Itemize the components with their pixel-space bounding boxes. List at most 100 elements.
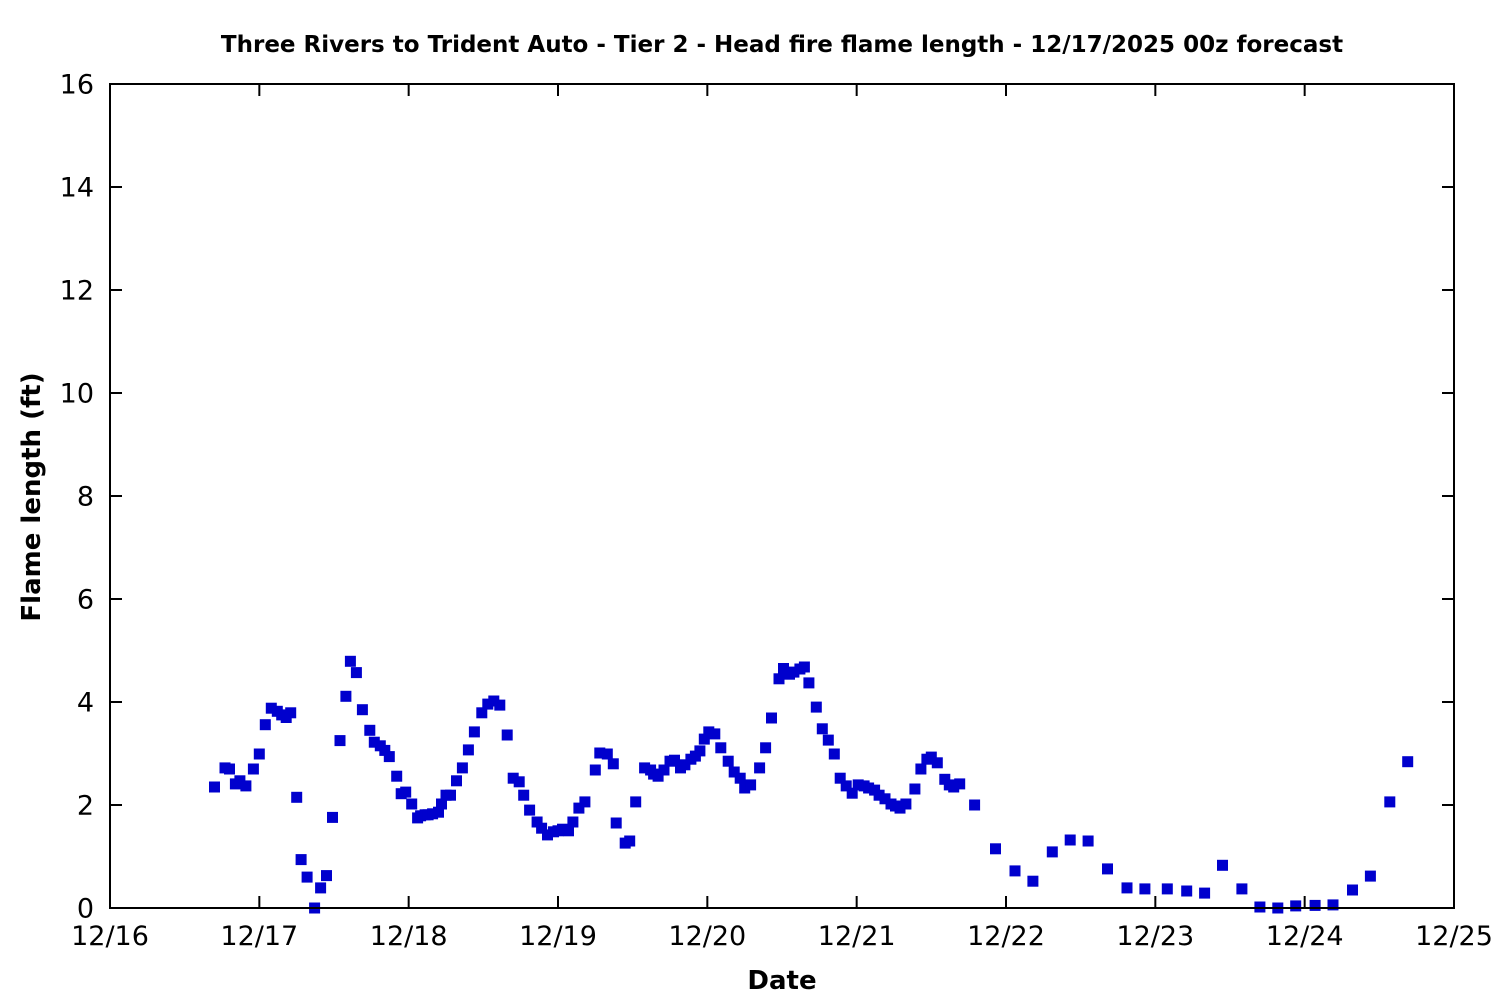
data-point <box>694 745 706 757</box>
data-point <box>383 751 395 763</box>
data-point <box>728 766 740 778</box>
data-point <box>925 751 937 763</box>
data-point <box>350 667 362 679</box>
data-point <box>652 770 664 782</box>
data-point <box>669 754 680 766</box>
data-point <box>379 744 391 756</box>
data-point <box>1402 756 1414 768</box>
data-point <box>494 699 506 711</box>
plot-border-layer <box>109 83 1455 909</box>
x-tick-label: 12/17 <box>220 921 298 952</box>
data-point <box>579 796 591 808</box>
data-point <box>1347 884 1358 896</box>
data-point <box>291 791 303 803</box>
y-tick-label: 16 <box>60 70 94 101</box>
x-axis-label: Date <box>747 966 816 996</box>
data-point <box>1199 887 1211 899</box>
plot-border <box>109 83 1455 909</box>
data-point <box>368 736 380 748</box>
data-points-layer <box>209 655 1414 914</box>
data-point <box>406 798 418 810</box>
chart-title: Three Rivers to Trident Auto - Tier 2 - … <box>221 32 1343 58</box>
data-point <box>1364 870 1376 882</box>
data-point <box>1082 835 1094 847</box>
data-point <box>364 724 376 736</box>
data-point <box>722 755 734 767</box>
y-tick-labels-layer: 0 2 4 6 8 10 12 14 16 <box>60 70 94 925</box>
data-point <box>589 764 601 776</box>
data-point <box>542 829 553 841</box>
data-point <box>265 702 277 714</box>
data-point <box>501 729 513 741</box>
data-point <box>285 707 297 719</box>
y-tick-label: 8 <box>77 482 94 513</box>
data-point <box>658 764 670 776</box>
data-point <box>247 763 259 775</box>
data-point <box>315 882 327 894</box>
data-point <box>1027 875 1039 887</box>
data-point <box>873 789 885 801</box>
data-point <box>1064 834 1076 846</box>
data-point <box>840 780 852 792</box>
data-point <box>879 793 891 805</box>
data-point <box>822 734 834 746</box>
data-point <box>834 772 846 784</box>
data-point <box>715 742 727 754</box>
data-point <box>915 763 927 775</box>
y-tick-label: 12 <box>60 276 94 307</box>
data-point <box>488 695 500 707</box>
data-point <box>909 783 921 795</box>
data-point <box>990 843 1001 855</box>
data-point <box>607 758 619 770</box>
data-point <box>259 719 271 731</box>
data-point <box>863 782 875 794</box>
data-point <box>301 871 313 883</box>
data-point <box>739 782 751 794</box>
data-point <box>1009 865 1021 877</box>
data-point <box>766 712 777 724</box>
data-point <box>334 735 346 747</box>
data-point <box>1290 900 1302 912</box>
data-point <box>340 690 352 702</box>
y-axis-label: Flame length (ft) <box>17 372 47 621</box>
data-point <box>816 723 828 735</box>
data-point <box>734 772 746 784</box>
data-point <box>476 707 488 719</box>
y-tick-label: 2 <box>77 791 94 822</box>
data-point <box>846 787 858 799</box>
data-point <box>482 698 494 710</box>
data-point <box>536 822 548 834</box>
data-point <box>451 775 462 787</box>
data-point <box>1181 885 1193 897</box>
y-tick-label: 0 <box>77 894 94 925</box>
x-tick-label: 12/25 <box>1415 921 1493 952</box>
data-point <box>1384 796 1396 808</box>
data-point <box>773 673 785 685</box>
data-point <box>639 762 651 774</box>
data-point <box>468 726 480 738</box>
data-point <box>1327 899 1339 911</box>
data-point <box>931 757 943 769</box>
data-point <box>344 655 356 667</box>
data-point <box>679 759 691 771</box>
data-point <box>709 728 721 740</box>
y-tick-label: 4 <box>77 688 94 719</box>
data-point <box>760 742 772 754</box>
data-point <box>531 816 543 828</box>
data-point <box>234 775 246 787</box>
data-point <box>427 808 439 820</box>
data-point <box>788 666 800 678</box>
data-point <box>321 870 332 882</box>
data-point <box>610 817 622 829</box>
data-point <box>810 701 822 713</box>
data-point <box>1161 883 1173 895</box>
data-point <box>507 772 519 784</box>
data-point <box>798 661 810 673</box>
data-point <box>253 748 265 760</box>
data-point <box>703 726 715 738</box>
data-point <box>391 770 403 782</box>
data-point <box>1217 859 1228 871</box>
data-point <box>445 789 456 801</box>
data-point <box>969 799 981 811</box>
